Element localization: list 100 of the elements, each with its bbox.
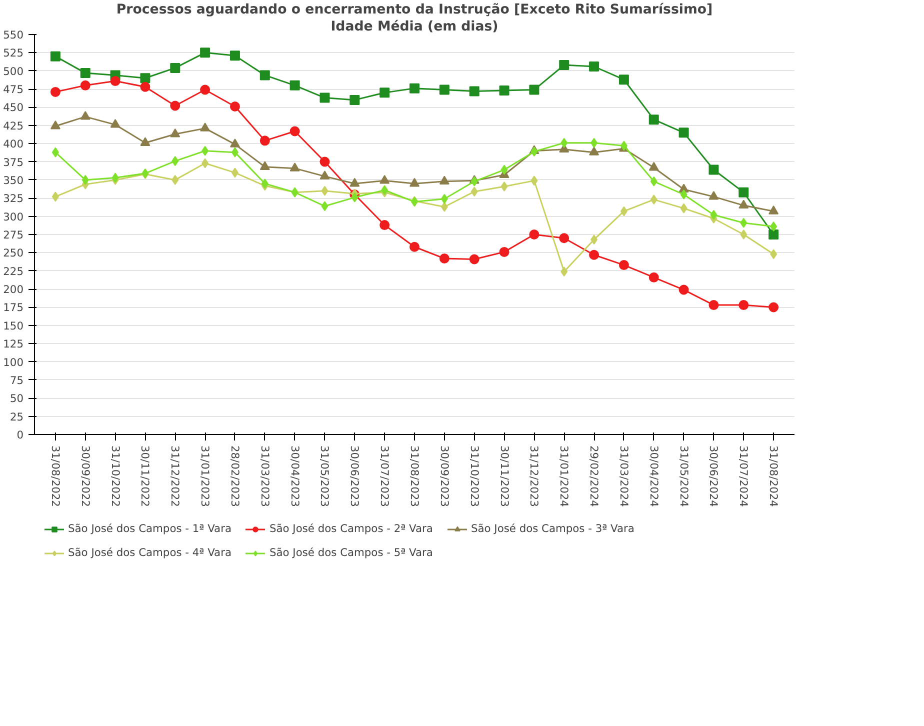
y-tick-label: 375 xyxy=(3,156,24,169)
point xyxy=(320,92,330,103)
point xyxy=(439,84,450,95)
chart-subtitle: Idade Média (em dias) xyxy=(330,20,498,34)
point xyxy=(350,178,360,187)
point xyxy=(559,60,570,70)
point xyxy=(560,266,568,277)
y-tick-label: 25 xyxy=(10,410,24,424)
point xyxy=(590,234,598,245)
y-tick-label: 225 xyxy=(3,264,24,278)
x-tick-label: 30/06/2023 xyxy=(348,446,362,507)
point xyxy=(202,158,209,168)
point xyxy=(82,174,89,185)
x-tick-label: 31/05/2024 xyxy=(677,446,690,508)
point xyxy=(50,86,60,97)
point xyxy=(499,86,510,96)
point xyxy=(202,146,209,156)
y-tick-label: 275 xyxy=(3,228,24,242)
y-tick-label: 50 xyxy=(10,392,24,406)
x-tick-label: 30/11/2023 xyxy=(498,446,511,507)
point xyxy=(680,190,688,200)
point xyxy=(172,156,179,166)
legend-label: São José dos Campos - 1ª Vara xyxy=(68,522,232,535)
point xyxy=(648,162,659,171)
point xyxy=(620,206,628,216)
point xyxy=(410,83,420,94)
point xyxy=(440,194,448,204)
x-tick-label: 30/11/2022 xyxy=(138,446,152,507)
point xyxy=(380,174,390,184)
point xyxy=(52,192,59,202)
y-tick-label: 250 xyxy=(3,246,24,260)
y-tick-label: 550 xyxy=(3,28,24,42)
legend-label: São José dos Campos - 3ª Vara xyxy=(470,522,634,535)
x-tick-label: 31/12/2023 xyxy=(528,446,541,507)
point xyxy=(320,156,330,167)
point xyxy=(678,128,689,138)
point xyxy=(50,51,60,62)
point xyxy=(80,110,90,120)
x-tick-label: 31/03/2024 xyxy=(617,446,630,508)
x-tick-label: 31/08/2023 xyxy=(408,446,421,507)
point xyxy=(618,260,629,270)
point xyxy=(589,250,600,260)
point xyxy=(768,206,779,214)
point xyxy=(290,80,300,90)
x-tick-label: 30/06/2024 xyxy=(707,446,720,508)
x-tick-label: 31/03/2023 xyxy=(258,446,272,507)
point xyxy=(290,162,300,172)
point xyxy=(110,118,120,128)
x-tick-label: 31/07/2023 xyxy=(378,446,392,507)
y-tick-label: 125 xyxy=(3,338,24,351)
point xyxy=(380,88,390,98)
chart-title: Processos aguardando o encerramento da Instrução [Exceto Rito Sumaríssimo] xyxy=(116,2,713,18)
point xyxy=(230,102,240,112)
point xyxy=(680,203,688,214)
point xyxy=(618,74,629,85)
point xyxy=(231,168,238,178)
y-tick-label: 525 xyxy=(3,46,24,60)
y-tick-label: 475 xyxy=(3,83,24,96)
point xyxy=(738,300,749,310)
point xyxy=(230,138,240,148)
y-tick-label: 175 xyxy=(3,301,24,314)
x-tick-label: 30/04/2024 xyxy=(647,446,660,508)
point xyxy=(321,201,328,212)
point xyxy=(740,218,748,228)
x-tick-label: 31/10/2022 xyxy=(108,446,122,507)
point xyxy=(708,164,719,175)
point xyxy=(351,192,358,202)
point xyxy=(140,73,150,84)
y-tick-label: 200 xyxy=(3,283,24,296)
legend-label: São José dos Campos - 2ª Vara xyxy=(269,522,433,535)
point xyxy=(560,138,568,148)
y-tick-label: 325 xyxy=(3,192,24,206)
point xyxy=(200,122,210,132)
x-tick-label: 31/08/2024 xyxy=(767,446,780,508)
point xyxy=(172,174,179,185)
x-tick-label: 30/04/2023 xyxy=(288,446,302,507)
x-tick-label: 31/10/2023 xyxy=(468,446,481,507)
point xyxy=(530,176,538,186)
y-tick-label: 300 xyxy=(3,210,24,224)
point xyxy=(170,62,180,73)
point xyxy=(170,128,180,138)
x-tick-label: 28/02/2023 xyxy=(228,446,242,507)
legend-label: São José dos Campos - 5ª Vara xyxy=(269,546,433,559)
point xyxy=(648,272,659,282)
point xyxy=(200,48,210,58)
point xyxy=(648,114,659,125)
x-tick-label: 31/12/2022 xyxy=(168,446,182,507)
point xyxy=(350,94,360,105)
point xyxy=(650,176,658,186)
point xyxy=(200,84,210,95)
y-tick-label: 100 xyxy=(3,356,24,369)
y-tick-label: 150 xyxy=(3,319,24,332)
point xyxy=(589,146,600,156)
point xyxy=(170,100,180,111)
y-tick-label: 500 xyxy=(3,64,24,78)
point xyxy=(260,161,270,170)
x-tick-label: 30/09/2023 xyxy=(438,446,451,507)
point xyxy=(740,230,748,240)
point xyxy=(140,82,150,92)
point xyxy=(499,246,510,257)
